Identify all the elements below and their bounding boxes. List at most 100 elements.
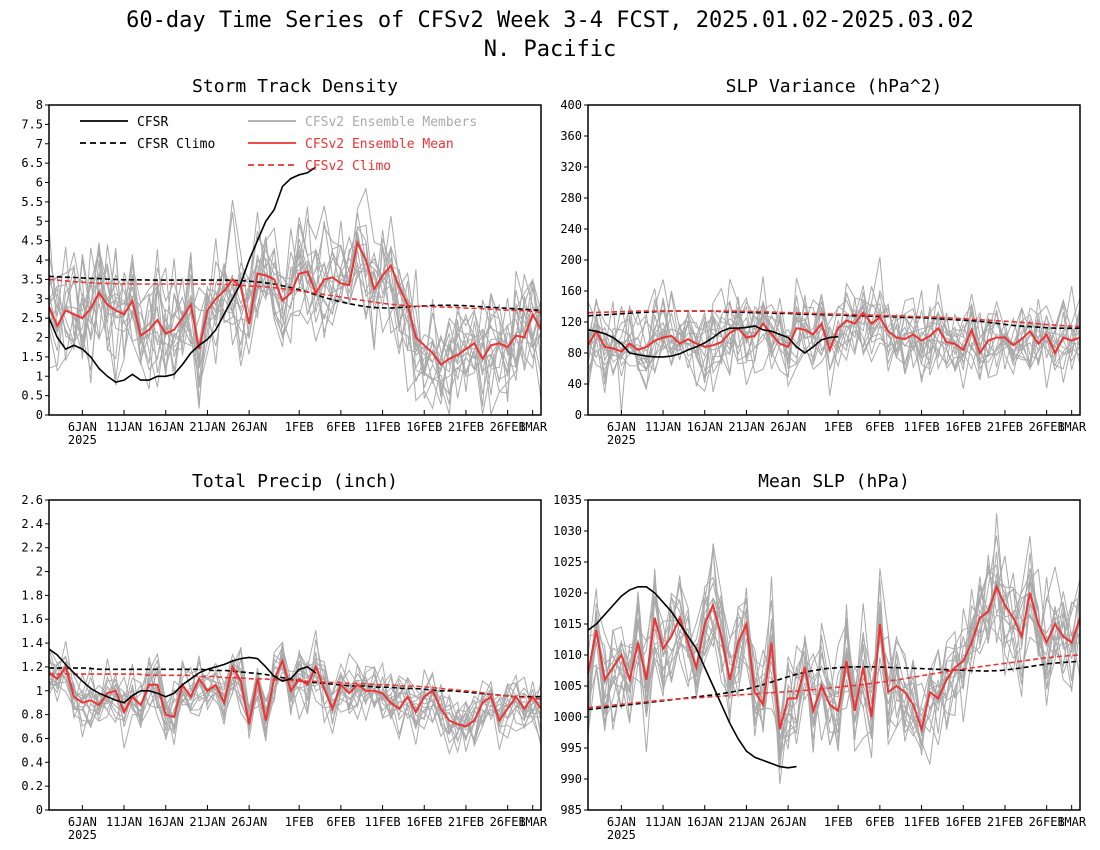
x-year-label: 2025 xyxy=(68,433,97,447)
y-tick-label: 1 xyxy=(36,684,43,698)
y-tick-label: 6 xyxy=(36,176,43,190)
cfsr-climo-line xyxy=(49,275,541,312)
cfsv2-climo-line xyxy=(49,673,541,700)
ensemble-member-line xyxy=(49,228,541,410)
ensemble-member-line xyxy=(588,535,1080,746)
x-tick-label: 1MAR xyxy=(518,420,548,434)
y-tick-label: 1.2 xyxy=(21,660,43,674)
ensemble-member-line xyxy=(49,224,541,398)
x-tick-label: 1MAR xyxy=(1057,815,1087,829)
panel-title: Mean SLP (hPa) xyxy=(758,471,910,492)
x-tick-label: 11FEB xyxy=(364,815,400,829)
ensemble-member-line xyxy=(49,205,541,380)
y-tick-label: 5 xyxy=(36,214,43,228)
x-tick-label: 11FEB xyxy=(903,420,939,434)
y-tick-label: 280 xyxy=(560,191,582,205)
ensemble-member-line xyxy=(49,186,541,396)
legend-label: CFSv2 Ensemble Mean xyxy=(305,137,454,152)
plot-area xyxy=(588,513,1080,785)
y-tick-label: 1.6 xyxy=(21,612,43,626)
x-tick-label: 6JAN xyxy=(68,420,97,434)
cfsv2-climo-line xyxy=(588,310,1080,328)
y-tick-label: 990 xyxy=(560,772,582,786)
cfsv2-climo-line xyxy=(49,278,541,314)
y-tick-label: 0.6 xyxy=(21,731,43,745)
y-tick-label: 2.4 xyxy=(21,517,43,531)
y-tick-label: 5.5 xyxy=(21,195,43,209)
y-tick-label: 1010 xyxy=(553,648,582,662)
x-tick-label: 26FEB xyxy=(1029,420,1065,434)
plot-frame xyxy=(587,499,1081,811)
y-tick-label: 80 xyxy=(568,346,582,360)
ensemble-member-line xyxy=(49,199,541,405)
y-tick-label: 1.4 xyxy=(21,636,43,650)
ensemble-member-line xyxy=(588,279,1080,392)
x-tick-label: 1FEB xyxy=(285,420,314,434)
x-tick-label: 11JAN xyxy=(645,815,681,829)
legend: CFSR CFSR Climo CFSv2 Ensemble Members CFSv… xyxy=(80,115,477,174)
y-tick-label: 1005 xyxy=(553,679,582,693)
plot-area xyxy=(49,166,541,415)
cfsr-line xyxy=(49,648,317,704)
ensemble-member-line xyxy=(49,243,541,409)
x-year-label: 2025 xyxy=(607,828,636,842)
cfsr-line xyxy=(588,325,839,358)
y-tick-label: 2.6 xyxy=(21,493,43,507)
y-tick-label: 0 xyxy=(575,408,582,422)
x-tick-label: 26JAN xyxy=(231,420,267,434)
y-tick-label: 0.4 xyxy=(21,755,43,769)
y-tick-label: 0 xyxy=(36,803,43,817)
x-tick-label: 21FEB xyxy=(448,815,484,829)
x-tick-label: 6FEB xyxy=(326,420,355,434)
y-tick-label: 1015 xyxy=(553,617,582,631)
ensemble-member-line xyxy=(49,641,541,748)
x-tick-label: 16FEB xyxy=(945,815,981,829)
x-tick-label: 21FEB xyxy=(448,420,484,434)
plot-area xyxy=(588,257,1080,413)
y-tick-label: 40 xyxy=(568,377,582,391)
ensemble-member-line xyxy=(49,206,541,415)
cfsr-line xyxy=(588,585,797,769)
x-tick-label: 26JAN xyxy=(770,815,806,829)
y-tick-label: 1000 xyxy=(553,710,582,724)
chart-panel: SLP Variance (hPa^2) 0 40 80 120 160 200 240 280… xyxy=(560,76,1087,447)
x-tick-label: 16FEB xyxy=(406,420,442,434)
y-tick-label: 985 xyxy=(560,803,582,817)
chart-panel: Mean SLP (hPa) 985 990 995 1000 1005 1010 1015 1… xyxy=(553,471,1087,842)
panel-title: Storm Track Density xyxy=(192,76,398,97)
chart-panel: Storm Track Density 0 0.5 1 1.5 2 2.5 3 3.5 4 4.5 5… xyxy=(21,76,548,447)
x-tick-label: 11JAN xyxy=(106,815,142,829)
ensemble-member-line xyxy=(588,535,1080,753)
y-tick-label: 1035 xyxy=(553,493,582,507)
y-tick-label: 4.5 xyxy=(21,234,43,248)
x-tick-label: 16JAN xyxy=(148,815,184,829)
y-tick-label: 240 xyxy=(560,222,582,236)
x-tick-label: 1MAR xyxy=(1057,420,1087,434)
y-tick-label: 160 xyxy=(560,284,582,298)
y-tick-label: 2.5 xyxy=(21,311,43,325)
y-tick-label: 2 xyxy=(36,565,43,579)
figure-subtitle: N. Pacific xyxy=(484,37,616,62)
cfsr-line xyxy=(49,166,317,383)
legend-label: CFSv2 Ensemble Members xyxy=(305,115,477,130)
y-tick-label: 2 xyxy=(36,331,43,345)
x-tick-label: 26JAN xyxy=(231,815,267,829)
y-tick-label: 8 xyxy=(36,98,43,112)
y-tick-label: 320 xyxy=(560,160,582,174)
y-tick-label: 1.8 xyxy=(21,588,43,602)
y-tick-label: 1 xyxy=(36,369,43,383)
x-tick-label: 1FEB xyxy=(824,420,853,434)
plot-area xyxy=(49,630,541,756)
cfsv2-ensemble-mean-line xyxy=(588,311,1080,356)
panel-title: Total Precip (inch) xyxy=(192,471,398,492)
y-tick-label: 1025 xyxy=(553,555,582,569)
ensemble-member-line xyxy=(588,292,1080,385)
x-tick-label: 11FEB xyxy=(364,420,400,434)
x-tick-label: 6FEB xyxy=(865,420,894,434)
legend-label: CFSR Climo xyxy=(137,137,215,152)
y-tick-label: 0.2 xyxy=(21,779,43,793)
ensemble-member-line xyxy=(49,236,541,381)
legend-label: CFSR xyxy=(137,115,168,130)
y-tick-label: 1.5 xyxy=(21,350,43,364)
y-tick-label: 2.2 xyxy=(21,541,43,555)
